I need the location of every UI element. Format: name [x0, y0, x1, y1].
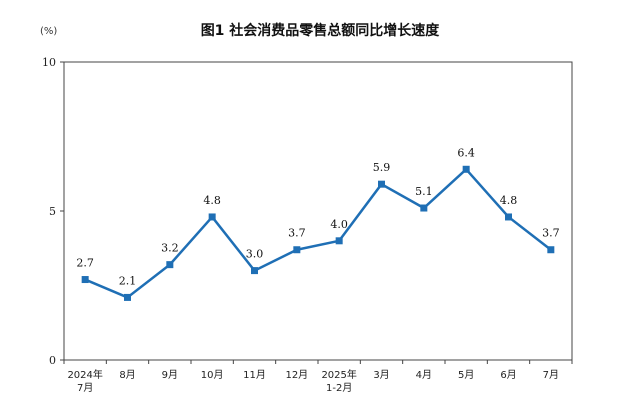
data-label: 4.8 [500, 194, 518, 207]
chart-title: 图1 社会消费品零售总额同比增长速度 [201, 22, 441, 39]
data-point [124, 293, 131, 301]
x-tick-label: 9月 [162, 369, 178, 381]
x-tick-label: 6月 [500, 369, 516, 381]
data-points [81, 165, 555, 301]
y-axis: 0 5 10 [42, 56, 64, 367]
data-point [251, 267, 258, 275]
data-point [505, 213, 512, 221]
x-tick-label: 7月 [77, 382, 93, 394]
series-line [84, 168, 552, 299]
x-tick-label: 7月 [543, 369, 559, 381]
x-tick-label: 1-2月 [326, 382, 352, 394]
x-tick-label: 4月 [416, 369, 432, 381]
data-labels: 2.7 2.1 3.2 4.8 3.0 3.7 4.0 5.9 5.1 6.4 4.8 3.7 [76, 146, 559, 287]
data-label: 3.7 [542, 227, 560, 240]
data-point [166, 261, 174, 269]
data-label: 2.1 [119, 274, 137, 287]
data-point [293, 246, 301, 254]
x-tick-label: 2024年 [67, 368, 102, 381]
data-label: 2.7 [76, 257, 94, 270]
x-tick-label: 2025年 [321, 368, 356, 381]
data-point [81, 276, 89, 284]
x-tick-label: 12月 [285, 369, 308, 381]
data-label: 3.2 [161, 242, 179, 255]
data-point [335, 237, 343, 245]
data-label: 6.4 [457, 146, 475, 159]
data-point [462, 165, 470, 173]
y-tick-label: 10 [42, 56, 56, 69]
x-tick-label: 5月 [458, 369, 474, 381]
x-tick-label: 8月 [119, 369, 135, 381]
data-point [208, 213, 216, 221]
x-tick-label: 3月 [373, 369, 389, 381]
data-label: 4.8 [203, 194, 221, 207]
y-tick-label: 0 [49, 354, 56, 367]
y-axis-unit: (%) [40, 26, 57, 37]
data-point [378, 180, 385, 188]
x-tick-label: 11月 [243, 369, 266, 381]
y-tick-label: 5 [49, 205, 56, 218]
data-point [547, 246, 555, 254]
data-label: 4.0 [330, 218, 348, 231]
data-label: 5.9 [373, 161, 391, 174]
data-label: 3.7 [288, 227, 306, 240]
plot-frame [63, 61, 573, 361]
x-tick-label: 10月 [201, 369, 224, 381]
data-label: 3.0 [246, 248, 264, 261]
data-label: 5.1 [415, 185, 433, 198]
data-point [420, 204, 428, 212]
